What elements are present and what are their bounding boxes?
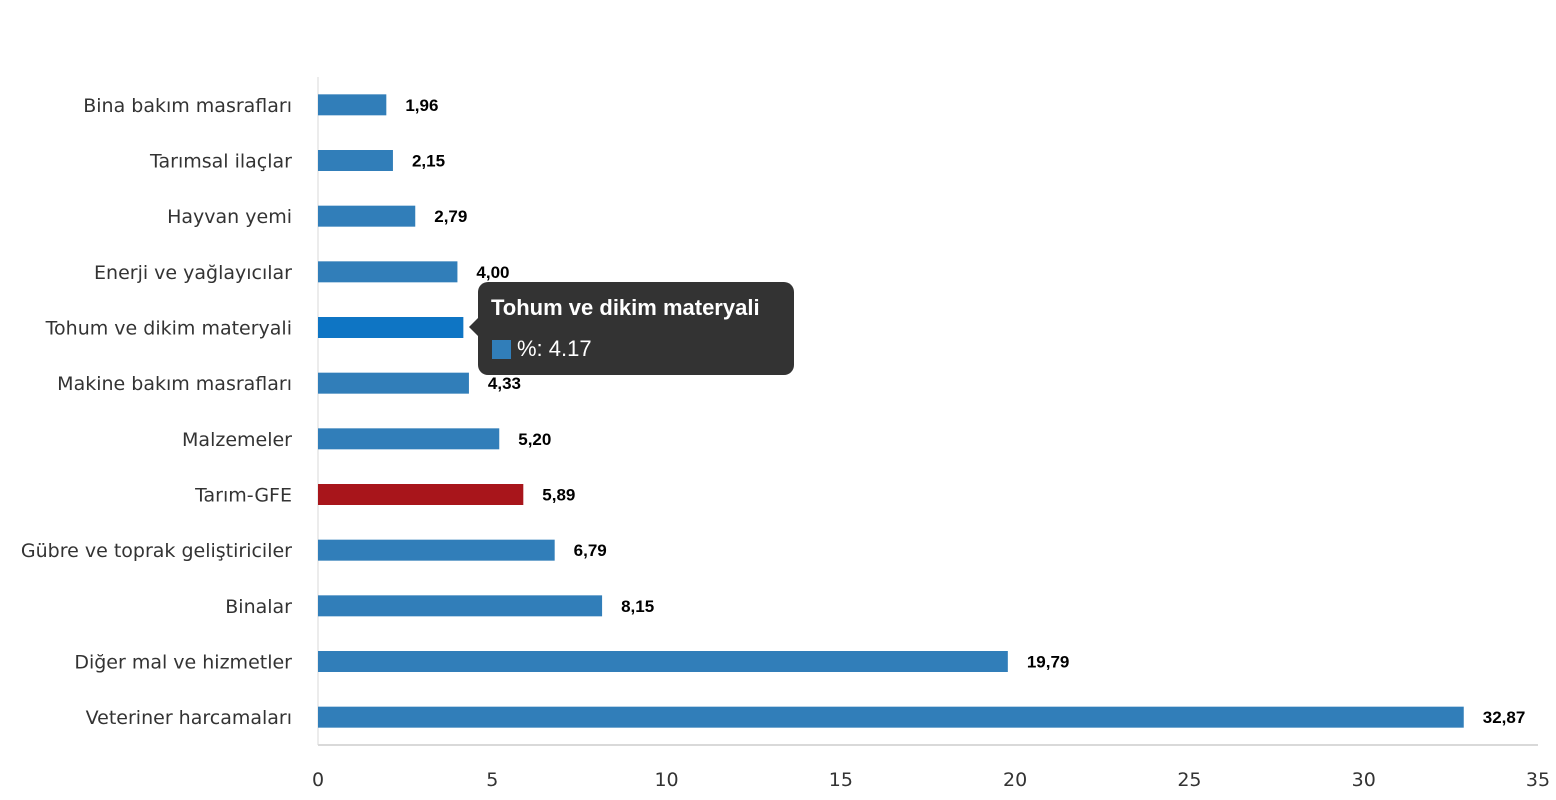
category-label: Enerji ve yağlayıcılar: [94, 262, 292, 284]
category-label: Bina bakım masrafları: [83, 95, 292, 117]
bar[interactable]: [318, 94, 387, 116]
category-label: Tarım-GFE: [194, 485, 292, 507]
data-label: 32,87: [1483, 708, 1526, 727]
data-label: 1,96: [405, 96, 438, 115]
x-tick-label: 30: [1352, 769, 1376, 791]
x-tick-label: 20: [1003, 769, 1027, 791]
category-label: Tohum ve dikim materyali: [45, 318, 292, 340]
bar[interactable]: [318, 706, 1464, 728]
bar[interactable]: [318, 484, 524, 505]
category-label: Diğer mal ve hizmetler: [74, 652, 292, 674]
data-label: 4,00: [476, 263, 509, 282]
bar[interactable]: [318, 651, 1008, 672]
data-label: 6,79: [574, 541, 607, 560]
bar[interactable]: [318, 261, 458, 283]
category-label: Veteriner harcamaları: [86, 707, 292, 729]
data-label: 5,20: [518, 430, 551, 449]
category-label: Tarımsal ilaçlar: [149, 151, 292, 173]
data-label: 4,33: [488, 374, 521, 393]
bar[interactable]: [318, 150, 393, 171]
x-tick-label: 25: [1177, 769, 1201, 791]
tooltip: Tohum ve dikim materyali %: 4.17: [469, 282, 794, 375]
x-tick-label: 0: [312, 769, 324, 791]
tooltip-value: %: 4.17: [517, 336, 592, 361]
data-label: 5,89: [542, 486, 575, 505]
bar[interactable]: [318, 539, 555, 561]
bar[interactable]: [318, 372, 469, 394]
data-label: 2,15: [412, 152, 445, 171]
bar[interactable]: [318, 205, 416, 227]
category-label: Gübre ve toprak geliştiriciler: [21, 540, 292, 562]
tooltip-series-swatch: [492, 339, 511, 359]
x-tick-label: 35: [1526, 769, 1550, 791]
category-label: Malzemeler: [182, 429, 292, 451]
category-label: Makine bakım masrafları: [57, 373, 292, 395]
data-label: 19,79: [1027, 653, 1070, 672]
data-label: 2,79: [434, 207, 467, 226]
category-label: Hayvan yemi: [167, 206, 292, 228]
bar[interactable]: [318, 317, 464, 338]
x-tick-label: 5: [486, 769, 498, 791]
tooltip-title: Tohum ve dikim materyali: [491, 295, 760, 320]
x-tick-label: 10: [654, 769, 678, 791]
x-tick-label: 15: [829, 769, 853, 791]
bar[interactable]: [318, 595, 603, 617]
tooltip-row: %: 4.17: [492, 336, 592, 362]
tooltip-arrow: [469, 318, 478, 336]
category-label: Binalar: [225, 596, 292, 618]
data-label: 8,15: [621, 597, 654, 616]
bar[interactable]: [318, 428, 500, 450]
